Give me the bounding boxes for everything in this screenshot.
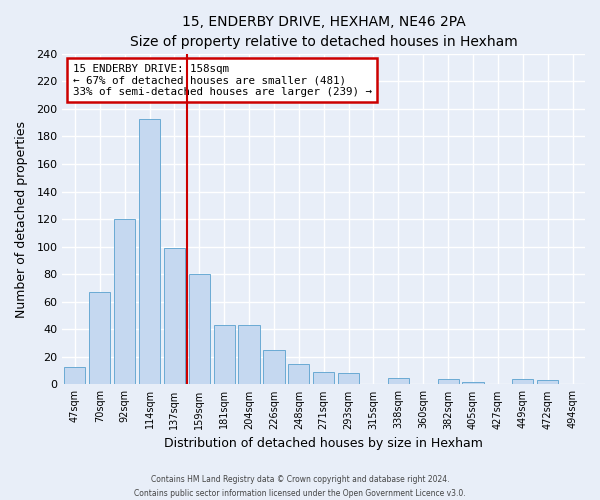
Bar <box>164 248 185 384</box>
Bar <box>338 374 359 384</box>
Text: 15 ENDERBY DRIVE: 158sqm
← 67% of detached houses are smaller (481)
33% of semi-: 15 ENDERBY DRIVE: 158sqm ← 67% of detach… <box>73 64 372 97</box>
Text: Contains HM Land Registry data © Crown copyright and database right 2024.
Contai: Contains HM Land Registry data © Crown c… <box>134 476 466 498</box>
Y-axis label: Number of detached properties: Number of detached properties <box>15 120 28 318</box>
Title: 15, ENDERBY DRIVE, HEXHAM, NE46 2PA
Size of property relative to detached houses: 15, ENDERBY DRIVE, HEXHAM, NE46 2PA Size… <box>130 15 518 48</box>
Bar <box>89 292 110 384</box>
Bar <box>537 380 558 384</box>
Bar <box>463 382 484 384</box>
Bar <box>139 118 160 384</box>
Bar <box>214 325 235 384</box>
Bar <box>388 378 409 384</box>
Bar <box>288 364 310 384</box>
Bar <box>313 372 334 384</box>
Bar <box>64 366 85 384</box>
X-axis label: Distribution of detached houses by size in Hexham: Distribution of detached houses by size … <box>164 437 483 450</box>
Bar <box>263 350 284 384</box>
Bar <box>114 219 135 384</box>
Bar <box>189 274 210 384</box>
Bar <box>437 379 459 384</box>
Bar <box>238 325 260 384</box>
Bar <box>512 379 533 384</box>
